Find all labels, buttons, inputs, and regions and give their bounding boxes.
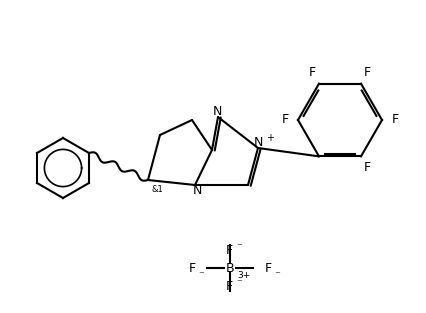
Text: F: F <box>281 114 288 126</box>
Text: N: N <box>253 136 262 150</box>
Text: 3+: 3+ <box>236 270 250 280</box>
Text: ⁻: ⁻ <box>236 242 241 252</box>
Text: F: F <box>308 66 315 79</box>
Text: ⁻: ⁻ <box>236 278 241 288</box>
Text: F: F <box>188 261 195 275</box>
Text: +: + <box>265 133 273 143</box>
Text: F: F <box>225 280 232 293</box>
Text: N: N <box>212 105 221 119</box>
Text: F: F <box>391 114 397 126</box>
Text: ⁻: ⁻ <box>273 270 279 280</box>
Text: F: F <box>225 244 232 256</box>
Text: N: N <box>192 184 201 198</box>
Text: F: F <box>363 161 370 174</box>
Text: &1: &1 <box>152 186 163 194</box>
Text: ⁻: ⁻ <box>198 270 203 280</box>
Text: F: F <box>363 66 370 79</box>
Text: B: B <box>225 261 234 275</box>
Text: F: F <box>264 261 271 275</box>
